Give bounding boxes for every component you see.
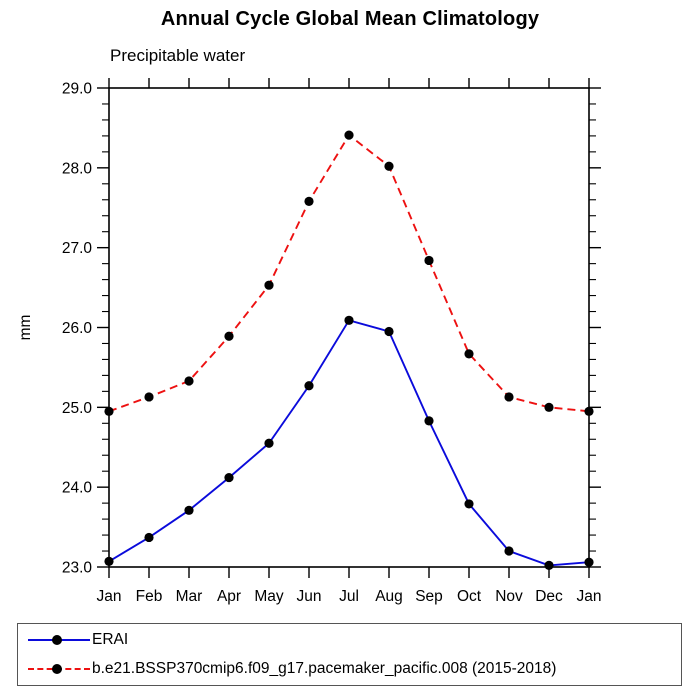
svg-text:Sep: Sep [415, 588, 443, 605]
svg-text:Mar: Mar [176, 588, 203, 605]
svg-text:Jun: Jun [297, 588, 322, 605]
erai-line-sample [28, 635, 90, 646]
chart-title: Annual Cycle Global Mean Climatology [160, 8, 540, 30]
svg-text:May: May [254, 588, 284, 605]
svg-text:26.0: 26.0 [62, 320, 93, 337]
legend-label-erai: ERAI [92, 631, 129, 649]
svg-text:25.0: 25.0 [62, 400, 93, 417]
svg-text:Apr: Apr [217, 588, 241, 605]
black-dot-marker-icon [52, 635, 62, 646]
svg-text:23.0: 23.0 [62, 560, 93, 577]
svg-text:24.0: 24.0 [62, 480, 93, 497]
black-dot-marker-icon [52, 663, 62, 674]
svg-text:27.0: 27.0 [62, 240, 93, 257]
svg-text:Jul: Jul [339, 588, 359, 605]
svg-text:Jan: Jan [97, 588, 122, 605]
legend-item-erai: ERAI [28, 628, 681, 652]
legend-label-model: b.e21.BSSP370cmip6.f09_g17.pacemaker_pac… [92, 659, 557, 677]
model-line-sample [28, 663, 90, 674]
svg-text:Aug: Aug [375, 588, 403, 605]
plot-area: 23.0 24.0 25.0 26.0 27.0 28.0 29.0 Jan Feb Mar Apr… [17, 78, 602, 605]
chart-subtitle: Precipitable water [110, 46, 246, 65]
legend: ERAI b.e21.BSSP370cmip6.f09_g17.pacemake… [17, 623, 682, 686]
svg-text:29.0: 29.0 [62, 81, 93, 98]
svg-text:Feb: Feb [136, 588, 163, 605]
svg-text:28.0: 28.0 [62, 160, 93, 177]
svg-text:Nov: Nov [495, 588, 523, 605]
svg-text:Jan: Jan [577, 588, 602, 605]
legend-item-model: b.e21.BSSP370cmip6.f09_g17.pacemaker_pac… [28, 657, 681, 681]
svg-text:mm: mm [17, 315, 34, 341]
svg-text:Oct: Oct [457, 588, 482, 605]
svg-text:Dec: Dec [535, 588, 563, 605]
